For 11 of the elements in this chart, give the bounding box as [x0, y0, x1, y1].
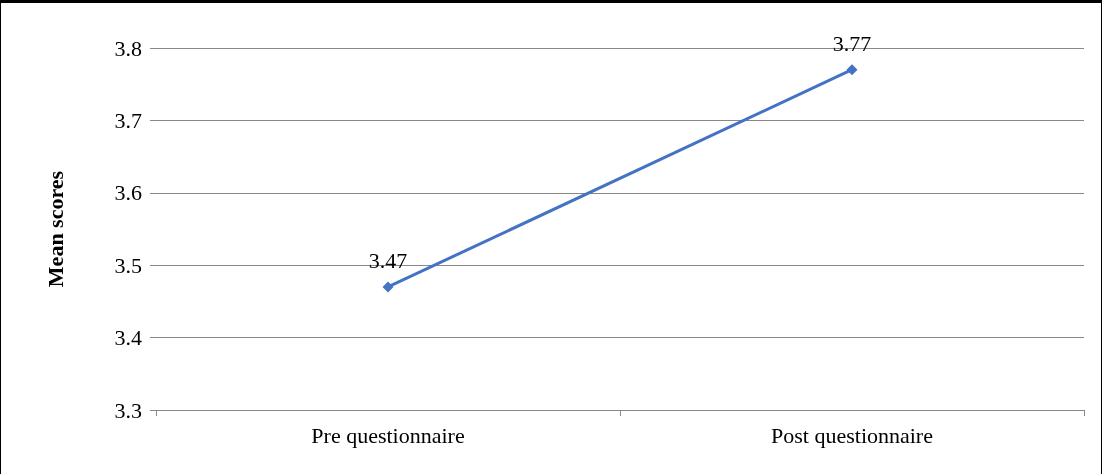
y-tick-label: 3.5: [114, 252, 142, 278]
y-tick-label: 3.8: [114, 35, 142, 61]
y-axis-title: Mean scores: [42, 170, 68, 288]
y-tick-label: 3.6: [114, 180, 142, 206]
y-tick-label: 3.7: [114, 107, 142, 133]
data-label: 3.47: [368, 247, 408, 273]
y-tick-label: 3.4: [114, 325, 142, 351]
x-tick-label: Post questionnaire: [771, 422, 933, 448]
x-tick-label: Pre questionnaire: [311, 422, 465, 448]
y-tick-label: 3.3: [114, 397, 142, 423]
data-label: 3.77: [832, 30, 872, 56]
